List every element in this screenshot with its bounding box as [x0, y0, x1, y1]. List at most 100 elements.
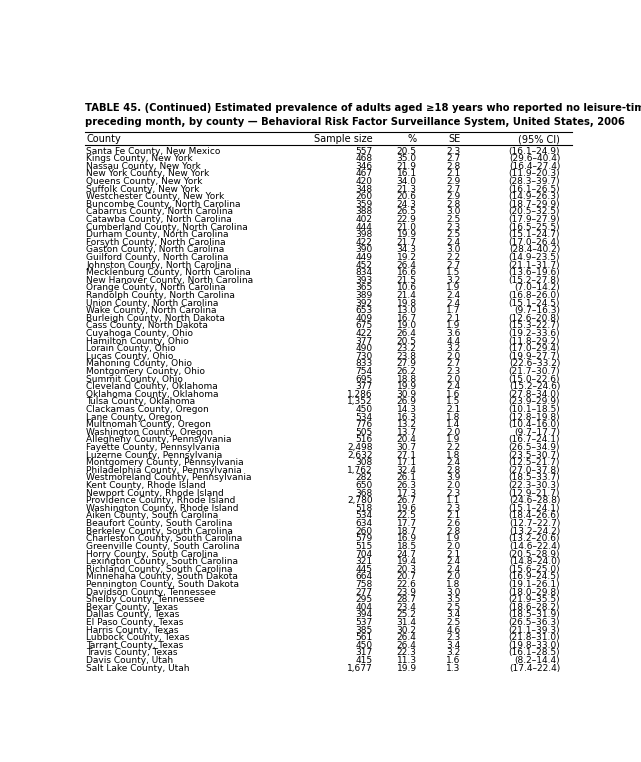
Text: (28.4–40.2): (28.4–40.2) [509, 245, 560, 255]
Text: 20.3: 20.3 [397, 565, 417, 574]
Text: 11.3: 11.3 [397, 656, 417, 665]
Text: 19.9: 19.9 [397, 664, 417, 673]
Text: Wake County, North Carolina: Wake County, North Carolina [86, 306, 217, 315]
Text: 758: 758 [356, 580, 373, 589]
Text: 2.1: 2.1 [446, 511, 460, 520]
Text: Nassau County, New York: Nassau County, New York [86, 162, 201, 171]
Text: Washington County, Rhode Island: Washington County, Rhode Island [86, 504, 238, 513]
Text: 650: 650 [356, 481, 373, 490]
Text: 1.9: 1.9 [446, 283, 460, 293]
Text: (9.7–16.3): (9.7–16.3) [514, 306, 560, 315]
Text: (15.2–27.8): (15.2–27.8) [509, 276, 560, 285]
Text: 422: 422 [356, 238, 373, 247]
Text: 2.0: 2.0 [446, 375, 460, 383]
Text: 24.3: 24.3 [397, 200, 417, 209]
Text: (17.0–29.4): (17.0–29.4) [509, 344, 560, 354]
Text: (16.5–25.5): (16.5–25.5) [508, 223, 560, 232]
Text: Oklahoma County, Oklahoma: Oklahoma County, Oklahoma [86, 390, 219, 399]
Text: Newport County, Rhode Island: Newport County, Rhode Island [86, 488, 224, 498]
Text: 2.1: 2.1 [446, 314, 460, 323]
Text: 2,498: 2,498 [347, 443, 373, 452]
Text: (10.1–18.5): (10.1–18.5) [508, 405, 560, 414]
Text: (12.9–21.7): (12.9–21.7) [509, 488, 560, 498]
Text: 260: 260 [356, 527, 373, 536]
Text: 2,632: 2,632 [347, 450, 373, 459]
Text: Bexar County, Texas: Bexar County, Texas [86, 603, 178, 612]
Text: 534: 534 [356, 511, 373, 520]
Text: 13.2: 13.2 [397, 421, 417, 429]
Text: 675: 675 [356, 322, 373, 331]
Text: Montgomery County, Ohio: Montgomery County, Ohio [86, 367, 205, 376]
Text: 16.6: 16.6 [397, 268, 417, 277]
Text: 2.0: 2.0 [446, 572, 460, 581]
Text: 30.9: 30.9 [397, 390, 417, 399]
Text: (18.4–26.6): (18.4–26.6) [509, 511, 560, 520]
Text: (26.5–34.9): (26.5–34.9) [509, 443, 560, 452]
Text: 2.5: 2.5 [446, 618, 460, 627]
Text: 26.4: 26.4 [397, 633, 417, 642]
Text: 24.7: 24.7 [397, 549, 417, 559]
Text: Kent County, Rhode Island: Kent County, Rhode Island [86, 481, 206, 490]
Text: (29.6–40.4): (29.6–40.4) [509, 154, 560, 163]
Text: 17.3: 17.3 [397, 488, 417, 498]
Text: 2.5: 2.5 [446, 215, 460, 224]
Text: 1.8: 1.8 [446, 580, 460, 589]
Text: 23.9: 23.9 [397, 588, 417, 597]
Text: preceding month, by county — Behavioral Risk Factor Surveillance System, United : preceding month, by county — Behavioral … [85, 117, 625, 126]
Text: 2.7: 2.7 [446, 261, 460, 270]
Text: 404: 404 [356, 603, 373, 612]
Text: 2.8: 2.8 [446, 527, 460, 536]
Text: 2.7: 2.7 [446, 360, 460, 369]
Text: 3.4: 3.4 [446, 610, 460, 620]
Text: (19.8–33.0): (19.8–33.0) [508, 641, 560, 650]
Text: 3.2: 3.2 [446, 344, 460, 354]
Text: 2.8: 2.8 [446, 466, 460, 475]
Text: Minnehaha County, South Dakota: Minnehaha County, South Dakota [86, 572, 238, 581]
Text: 377: 377 [356, 383, 373, 391]
Text: 3.6: 3.6 [446, 329, 460, 338]
Text: 16.9: 16.9 [397, 534, 417, 543]
Text: 26.4: 26.4 [397, 641, 417, 650]
Text: 534: 534 [356, 413, 373, 421]
Text: 26.4: 26.4 [397, 329, 417, 338]
Text: 2.4: 2.4 [446, 291, 460, 300]
Text: 704: 704 [356, 549, 373, 559]
Text: Washington County, Oregon: Washington County, Oregon [86, 428, 213, 437]
Text: 21.7: 21.7 [397, 238, 417, 247]
Text: 450: 450 [356, 405, 373, 414]
Text: 2.1: 2.1 [446, 169, 460, 178]
Text: Hamilton County, Ohio: Hamilton County, Ohio [86, 337, 189, 346]
Text: Orange County, North Carolina: Orange County, North Carolina [86, 283, 226, 293]
Text: (10.4–16.0): (10.4–16.0) [508, 421, 560, 429]
Text: 415: 415 [356, 656, 373, 665]
Text: (7.0–14.2): (7.0–14.2) [515, 283, 560, 293]
Text: (17.9–27.9): (17.9–27.9) [508, 215, 560, 224]
Text: 3.9: 3.9 [446, 473, 460, 482]
Text: Travis County, Texas: Travis County, Texas [86, 648, 178, 658]
Text: 19.4: 19.4 [397, 557, 417, 566]
Text: Suffolk County, New York: Suffolk County, New York [86, 184, 199, 194]
Text: (16.1–28.5): (16.1–28.5) [508, 648, 560, 658]
Text: 21.5: 21.5 [397, 276, 417, 285]
Text: (15.0–22.6): (15.0–22.6) [509, 375, 560, 383]
Text: 1.3: 1.3 [446, 664, 460, 673]
Text: Durham County, North Carolina: Durham County, North Carolina [86, 230, 229, 239]
Text: (23.9–29.9): (23.9–29.9) [509, 398, 560, 406]
Text: 1,286: 1,286 [347, 390, 373, 399]
Text: 321: 321 [356, 557, 373, 566]
Text: 579: 579 [356, 534, 373, 543]
Text: Aiken County, South Carolina: Aiken County, South Carolina [86, 511, 219, 520]
Text: 2.1: 2.1 [446, 405, 460, 414]
Text: 422: 422 [356, 329, 373, 338]
Text: 754: 754 [356, 367, 373, 376]
Text: (15.1–24.7): (15.1–24.7) [509, 230, 560, 239]
Text: 21.9: 21.9 [397, 162, 417, 171]
Text: 2.4: 2.4 [446, 299, 460, 308]
Text: 19.9: 19.9 [397, 383, 417, 391]
Text: 27.1: 27.1 [397, 450, 417, 459]
Text: (19.9–27.7): (19.9–27.7) [508, 352, 560, 361]
Text: 34.0: 34.0 [397, 177, 417, 186]
Text: 23.4: 23.4 [397, 603, 417, 612]
Text: Lexington County, South Carolina: Lexington County, South Carolina [86, 557, 238, 566]
Text: Lucas County, Ohio: Lucas County, Ohio [86, 352, 174, 361]
